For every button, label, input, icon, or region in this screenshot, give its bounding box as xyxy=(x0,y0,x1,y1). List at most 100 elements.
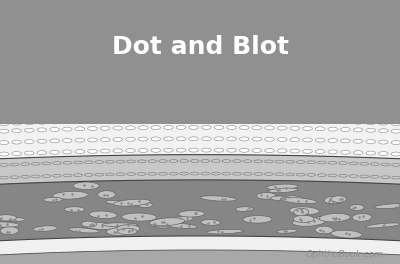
Ellipse shape xyxy=(53,191,88,199)
Polygon shape xyxy=(0,155,400,185)
Ellipse shape xyxy=(84,161,93,164)
Ellipse shape xyxy=(264,173,273,176)
Ellipse shape xyxy=(106,227,135,235)
Ellipse shape xyxy=(328,120,338,124)
Ellipse shape xyxy=(106,200,141,206)
Ellipse shape xyxy=(264,160,273,163)
Ellipse shape xyxy=(84,173,93,176)
Ellipse shape xyxy=(0,129,9,133)
Ellipse shape xyxy=(138,137,148,141)
Ellipse shape xyxy=(116,160,125,163)
Ellipse shape xyxy=(52,162,61,164)
Ellipse shape xyxy=(252,137,262,141)
Ellipse shape xyxy=(98,191,115,199)
Ellipse shape xyxy=(0,227,19,235)
Ellipse shape xyxy=(315,119,325,123)
Ellipse shape xyxy=(50,139,59,143)
Ellipse shape xyxy=(252,118,262,122)
Ellipse shape xyxy=(349,175,358,177)
Ellipse shape xyxy=(189,148,198,152)
Ellipse shape xyxy=(254,173,263,175)
Ellipse shape xyxy=(12,129,22,133)
Ellipse shape xyxy=(391,129,400,133)
Ellipse shape xyxy=(353,151,363,155)
Polygon shape xyxy=(0,180,400,242)
Ellipse shape xyxy=(75,138,85,142)
Ellipse shape xyxy=(62,120,72,124)
Ellipse shape xyxy=(243,160,252,163)
Ellipse shape xyxy=(268,188,298,193)
Ellipse shape xyxy=(102,223,138,227)
Ellipse shape xyxy=(138,118,148,122)
Ellipse shape xyxy=(116,173,125,176)
Ellipse shape xyxy=(50,128,59,131)
Ellipse shape xyxy=(73,182,99,190)
Ellipse shape xyxy=(366,121,376,125)
Ellipse shape xyxy=(137,173,146,175)
Ellipse shape xyxy=(296,161,305,163)
Ellipse shape xyxy=(315,226,333,234)
Ellipse shape xyxy=(50,120,59,124)
Ellipse shape xyxy=(12,152,22,155)
Ellipse shape xyxy=(106,161,114,163)
Ellipse shape xyxy=(113,126,123,130)
Ellipse shape xyxy=(43,197,62,202)
Ellipse shape xyxy=(212,159,220,162)
Ellipse shape xyxy=(113,149,123,153)
Ellipse shape xyxy=(42,175,51,177)
Ellipse shape xyxy=(189,118,198,122)
Ellipse shape xyxy=(341,139,350,143)
Ellipse shape xyxy=(37,139,47,143)
Ellipse shape xyxy=(113,138,123,142)
Ellipse shape xyxy=(190,172,199,175)
Ellipse shape xyxy=(88,119,97,123)
Ellipse shape xyxy=(290,126,300,130)
Ellipse shape xyxy=(392,163,400,166)
Ellipse shape xyxy=(138,202,152,208)
Ellipse shape xyxy=(365,223,400,228)
Ellipse shape xyxy=(339,162,348,164)
Ellipse shape xyxy=(150,218,185,226)
Ellipse shape xyxy=(176,148,186,152)
Ellipse shape xyxy=(74,174,82,177)
Ellipse shape xyxy=(275,195,304,201)
Ellipse shape xyxy=(243,216,272,223)
Ellipse shape xyxy=(303,119,312,123)
Ellipse shape xyxy=(166,223,198,228)
Ellipse shape xyxy=(52,174,61,177)
Ellipse shape xyxy=(95,173,104,176)
Polygon shape xyxy=(0,61,400,93)
Ellipse shape xyxy=(222,172,231,175)
Ellipse shape xyxy=(24,140,34,144)
Ellipse shape xyxy=(341,150,350,154)
Ellipse shape xyxy=(202,137,211,141)
Ellipse shape xyxy=(63,161,72,164)
Ellipse shape xyxy=(366,128,376,132)
Ellipse shape xyxy=(290,138,300,142)
Ellipse shape xyxy=(169,160,178,162)
Ellipse shape xyxy=(202,118,211,122)
Ellipse shape xyxy=(63,174,72,177)
Ellipse shape xyxy=(0,222,20,227)
Ellipse shape xyxy=(126,118,135,122)
Ellipse shape xyxy=(178,211,205,217)
Ellipse shape xyxy=(100,138,110,142)
Ellipse shape xyxy=(360,175,369,178)
Ellipse shape xyxy=(318,161,326,164)
Ellipse shape xyxy=(214,137,224,141)
Ellipse shape xyxy=(68,228,99,233)
Ellipse shape xyxy=(75,119,85,123)
Ellipse shape xyxy=(315,138,325,142)
Ellipse shape xyxy=(391,122,400,125)
Ellipse shape xyxy=(353,128,363,132)
Polygon shape xyxy=(0,117,400,160)
Ellipse shape xyxy=(350,205,364,210)
Ellipse shape xyxy=(265,149,274,153)
Ellipse shape xyxy=(75,127,85,131)
Ellipse shape xyxy=(310,92,330,97)
Ellipse shape xyxy=(151,126,160,130)
Ellipse shape xyxy=(189,137,198,141)
Ellipse shape xyxy=(206,229,244,234)
Ellipse shape xyxy=(74,161,82,164)
Ellipse shape xyxy=(148,172,157,175)
